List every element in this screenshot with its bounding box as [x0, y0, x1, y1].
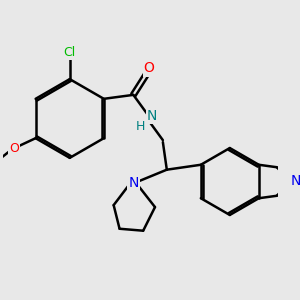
Text: H: H [136, 120, 145, 133]
Text: O: O [144, 61, 154, 76]
Text: N: N [290, 174, 300, 188]
Text: N: N [128, 176, 139, 190]
Text: N: N [147, 109, 158, 123]
Text: Cl: Cl [64, 46, 76, 59]
Text: O: O [9, 142, 19, 154]
